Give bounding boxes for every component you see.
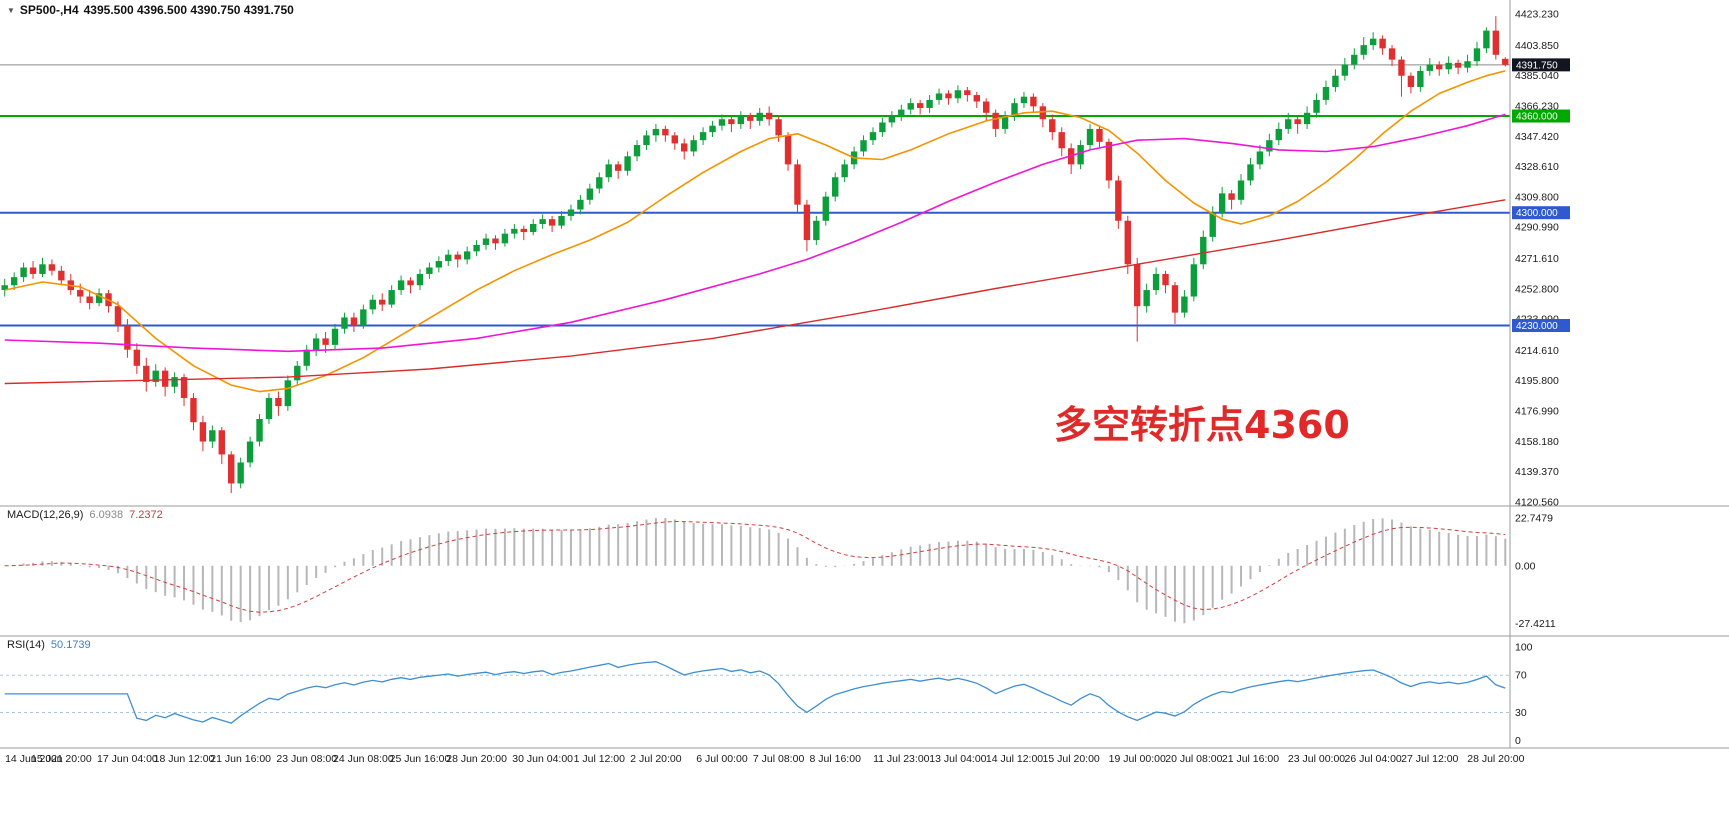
time-axis-label: 28 Jun 20:00 (446, 753, 507, 765)
macd-axis-label: 22.7479 (1515, 513, 1553, 525)
macd-axis-label: 0.00 (1515, 560, 1536, 572)
panel-borders (0, 0, 1729, 749)
time-axis-label: 21 Jul 16:00 (1222, 753, 1279, 765)
price-badge-label: 4360.000 (1516, 112, 1558, 123)
price-axis-label: 4347.420 (1515, 131, 1559, 143)
ma-slow-line (4, 199, 1506, 385)
ohlc-values: 4395.500 4396.500 4390.750 4391.750 (83, 3, 294, 17)
macd-axis-label: -27.4211 (1515, 618, 1556, 630)
price-axis-label: 4120.560 (1515, 496, 1559, 508)
time-axis-label: 17 Jun 04:00 (97, 753, 158, 765)
rsi-axis-label: 100 (1515, 642, 1533, 654)
macd-name: MACD(12,26,9) (7, 509, 84, 521)
time-axis-label: 21 Jun 16:00 (210, 753, 271, 765)
time-axis-label: 19 Jul 00:00 (1109, 753, 1166, 765)
time-axis-label: 15 Jun 20:00 (31, 753, 92, 765)
time-axis-label: 6 Jul 00:00 (696, 753, 748, 765)
rsi-axis-label: 70 (1515, 670, 1527, 682)
price-badge (1512, 58, 1570, 72)
time-axis-label: 7 Jul 08:00 (753, 753, 805, 765)
rsi-indicator-label: RSI(14) 50.1739 (7, 639, 91, 651)
symbol-marker-icon: ▼ (7, 5, 15, 15)
time-axis-label: 23 Jul 00:00 (1288, 753, 1345, 765)
time-axis-label: 1 Jul 12:00 (574, 753, 626, 765)
time-axis-label: 28 Jul 20:00 (1467, 753, 1524, 765)
time-axis-label: 8 Jul 16:00 (810, 753, 862, 765)
time-axis-label: 13 Jul 04:00 (929, 753, 986, 765)
annotation-text: 多空转折点4360 (1054, 403, 1350, 447)
price-axis-label: 4271.610 (1515, 253, 1559, 265)
price-axis-label: 4328.610 (1515, 161, 1559, 173)
time-axis-label: 26 Jul 04:00 (1345, 753, 1402, 765)
time-axis-label: 24 Jun 08:00 (333, 753, 394, 765)
price-axis-label: 4139.370 (1515, 466, 1559, 478)
price-badge-label: 4300.000 (1516, 208, 1558, 219)
price-axis-label: 4366.230 (1515, 100, 1559, 112)
price-axis-label: 4423.230 (1515, 9, 1559, 21)
time-axis-label: 18 Jun 12:00 (154, 753, 215, 765)
time-axis-label: 25 Jun 16:00 (390, 753, 451, 765)
price-badge-label: 4230.000 (1516, 321, 1558, 332)
time-axis-label: 11 Jul 23:00 (873, 753, 930, 765)
price-axis-label: 4385.040 (1515, 70, 1559, 82)
time-axis-label: 15 Jul 20:00 (1043, 753, 1100, 765)
rsi-panel: 100 70 30 0 (0, 642, 1533, 747)
time-axis-label: 14 Jul 12:00 (986, 753, 1043, 765)
time-axis-label: 14 Jun 2021 (5, 753, 63, 765)
macd-main-value: 6.0938 (89, 509, 124, 521)
price-axis-label: 4214.610 (1515, 345, 1559, 357)
price-axis-label: 4158.180 (1515, 436, 1559, 448)
price-badge (1512, 206, 1570, 220)
rsi-axis-label: 30 (1515, 707, 1527, 719)
macd-signal-value: 7.2372 (129, 509, 163, 521)
time-axis-label: 20 Jul 08:00 (1165, 753, 1222, 765)
candlesticks (1, 16, 1509, 494)
price-axis-label: 4403.850 (1515, 40, 1559, 52)
rsi-axis-label: 0 (1515, 735, 1521, 747)
rsi-line (4, 661, 1506, 724)
price-badge (1512, 319, 1570, 333)
symbol-info: ▼ SP500-,H4 4395.500 4396.500 4390.750 4… (7, 3, 294, 17)
symbol-timeframe-label: SP500-,H4 (19, 3, 79, 17)
rsi-name: RSI(14) (7, 639, 45, 651)
macd-indicator-label: MACD(12,26,9) 6.0938 7.2372 (7, 509, 163, 521)
price-badge-label: 4391.750 (1516, 60, 1558, 71)
ma-fast-line (4, 70, 1506, 393)
time-axis-label: 27 Jul 12:00 (1401, 753, 1458, 765)
price-axis-label: 4252.800 (1515, 283, 1559, 295)
price-axis-label: 4195.800 (1515, 375, 1559, 387)
horizontal-level-lines (0, 64, 1510, 327)
macd-panel: 22.7479 0.00 -27.4211 (4, 513, 1556, 630)
price-badge (1512, 109, 1570, 123)
time-axis-label: 2 Jul 20:00 (630, 753, 682, 765)
price-axis-label: 4176.990 (1515, 405, 1559, 417)
time-axis-label: 30 Jun 04:00 (512, 753, 573, 765)
ma-mid-line (4, 113, 1506, 353)
price-axis-label: 4309.800 (1515, 191, 1559, 203)
time-axis-label: 23 Jun 08:00 (276, 753, 337, 765)
rsi-value: 50.1739 (50, 639, 91, 651)
price-axis: 4423.230 4403.850 4385.040 4366.230 4347.420… (1512, 9, 1570, 508)
macd-signal-line (4, 520, 1506, 613)
price-axis-label: 4290.990 (1515, 222, 1559, 234)
moving-averages (4, 70, 1506, 393)
